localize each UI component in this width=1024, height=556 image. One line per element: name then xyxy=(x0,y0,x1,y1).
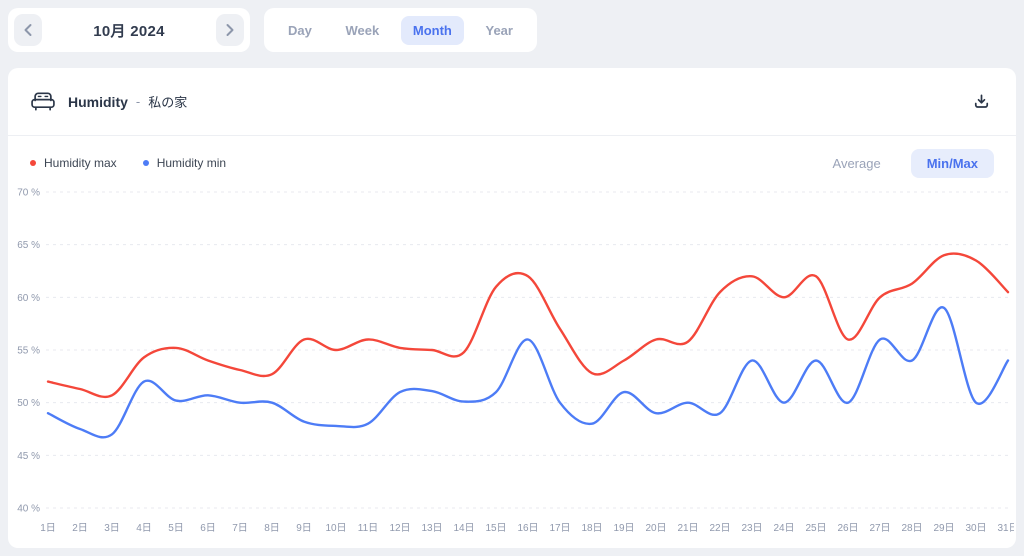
x-axis-tick-label: 4日 xyxy=(136,523,152,534)
x-axis-tick-label: 31日 xyxy=(997,523,1014,534)
x-axis-tick-label: 11日 xyxy=(358,523,378,534)
x-axis-tick-label: 26日 xyxy=(837,523,858,534)
x-axis-tick-label: 19日 xyxy=(613,523,634,534)
card-title: Humidity xyxy=(68,93,128,110)
humidity-min-line xyxy=(46,306,1010,439)
x-axis-tick-label: 2日 xyxy=(72,523,88,534)
legend-item-humidity-max[interactable]: Humidity max xyxy=(30,156,117,170)
y-axis-tick-label: 40 % xyxy=(17,504,40,515)
mode-toggle: Average Min/Max xyxy=(803,148,994,178)
x-axis-tick-label: 13日 xyxy=(421,523,442,534)
title-separator: - xyxy=(135,94,141,109)
tab-week[interactable]: Week xyxy=(334,16,392,45)
min-max-mode-button[interactable]: Min/Max xyxy=(910,148,994,178)
x-axis-tick-label: 23日 xyxy=(741,523,762,534)
next-month-button[interactable] xyxy=(216,14,244,46)
y-axis-tick-label: 45 % xyxy=(17,451,40,462)
x-axis-tick-label: 12日 xyxy=(389,523,410,534)
chart-legend: Humidity max Humidity min xyxy=(30,156,252,170)
x-axis-tick-label: 28日 xyxy=(901,523,922,534)
humidity-chart: 70 % 65 % 60 % 55 % 50 % 45 % 40 %1日 2日 3日 4日 5日 6日… xyxy=(17,188,1018,535)
humidity-card: Humidity - 私の家 Humidity max Humidity min … xyxy=(8,68,1019,548)
x-axis-tick-label: 10日 xyxy=(325,523,346,534)
x-axis-tick-label: 24日 xyxy=(773,523,794,534)
legend-item-humidity-min[interactable]: Humidity min xyxy=(142,156,227,170)
range-tab-group: Day Week Month Year xyxy=(264,8,537,52)
y-axis-tick-label: 50 % xyxy=(17,398,40,409)
x-axis-tick-label: 22日 xyxy=(709,523,730,534)
legend-dot-humidity-min xyxy=(142,160,149,166)
y-axis-tick-label: 65 % xyxy=(17,240,40,251)
x-axis-tick-label: 16日 xyxy=(517,523,538,534)
x-axis-tick-label: 14日 xyxy=(453,523,474,534)
x-axis-tick-label: 25日 xyxy=(805,523,826,534)
tab-year[interactable]: Year xyxy=(474,16,525,45)
x-axis-tick-label: 1日 xyxy=(40,523,56,534)
y-axis-tick-label: 55 % xyxy=(17,346,40,357)
tab-month[interactable]: Month xyxy=(400,15,464,45)
y-axis-tick-label: 60 % xyxy=(17,293,40,304)
tab-day[interactable]: Day xyxy=(276,16,324,45)
sofa-icon xyxy=(30,91,56,112)
humidity-max-line xyxy=(46,252,1010,399)
x-axis-tick-label: 5日 xyxy=(168,523,184,534)
legend-label: Humidity max xyxy=(44,156,117,170)
x-axis-tick-label: 7日 xyxy=(232,523,248,534)
x-axis-tick-label: 29日 xyxy=(933,523,954,534)
chevron-left-icon xyxy=(24,24,32,36)
download-button[interactable] xyxy=(969,89,994,114)
x-axis-tick-label: 27日 xyxy=(869,523,890,534)
card-subtitle: 私の家 xyxy=(148,95,188,110)
card-header: Humidity - 私の家 xyxy=(8,68,1016,136)
x-axis-tick-label: 18日 xyxy=(581,523,602,534)
x-axis-tick-label: 3日 xyxy=(104,523,120,534)
legend-label: Humidity min xyxy=(156,156,227,170)
chevron-right-icon xyxy=(226,24,234,36)
legend-dot-humidity-max xyxy=(30,160,36,166)
x-axis-tick-label: 8日 xyxy=(264,523,280,534)
x-axis-tick-label: 9日 xyxy=(296,523,312,534)
average-mode-button[interactable]: Average xyxy=(817,149,897,178)
chart-area: 70 % 65 % 60 % 55 % 50 % 45 % 40 % 1日 2日 3日 4日 5日 6日… xyxy=(10,184,1018,544)
y-axis-tick-label: 70 % xyxy=(17,188,40,199)
x-axis-tick-label: 21日 xyxy=(677,523,698,534)
current-period-label: 10月 2024 xyxy=(93,22,165,40)
legend-and-mode-row: Humidity max Humidity min Average Min/Max xyxy=(8,140,1016,186)
x-axis-tick-label: 20日 xyxy=(645,523,666,534)
x-axis-tick-label: 15日 xyxy=(485,523,506,534)
x-axis-tick-label: 6日 xyxy=(200,523,216,534)
prev-month-button[interactable] xyxy=(14,14,42,46)
x-axis-tick-label: 30日 xyxy=(965,523,986,534)
date-navigation: 10月 2024 xyxy=(8,8,250,52)
x-axis-tick-label: 17日 xyxy=(549,523,570,534)
download-icon xyxy=(974,94,989,108)
